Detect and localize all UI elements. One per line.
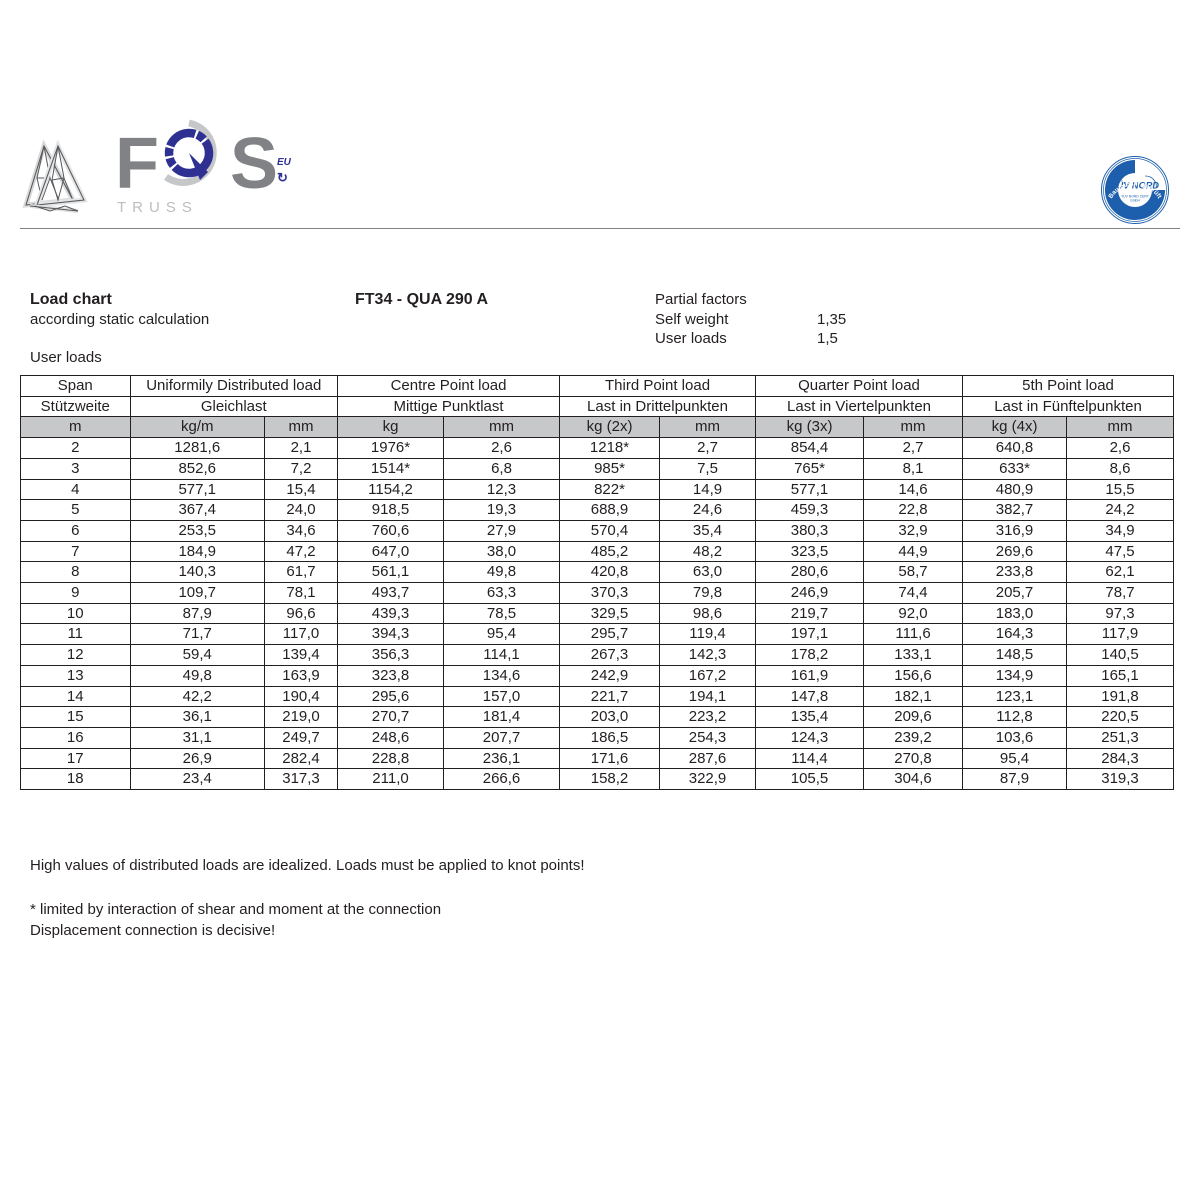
svg-text:F: F (115, 124, 159, 204)
svg-text:TRUSS: TRUSS (117, 199, 198, 216)
svg-text:EU: EU (277, 157, 292, 168)
svg-text:GmbH: GmbH (1130, 198, 1140, 202)
svg-text:S: S (230, 124, 278, 204)
svg-text:↻: ↻ (277, 170, 288, 185)
